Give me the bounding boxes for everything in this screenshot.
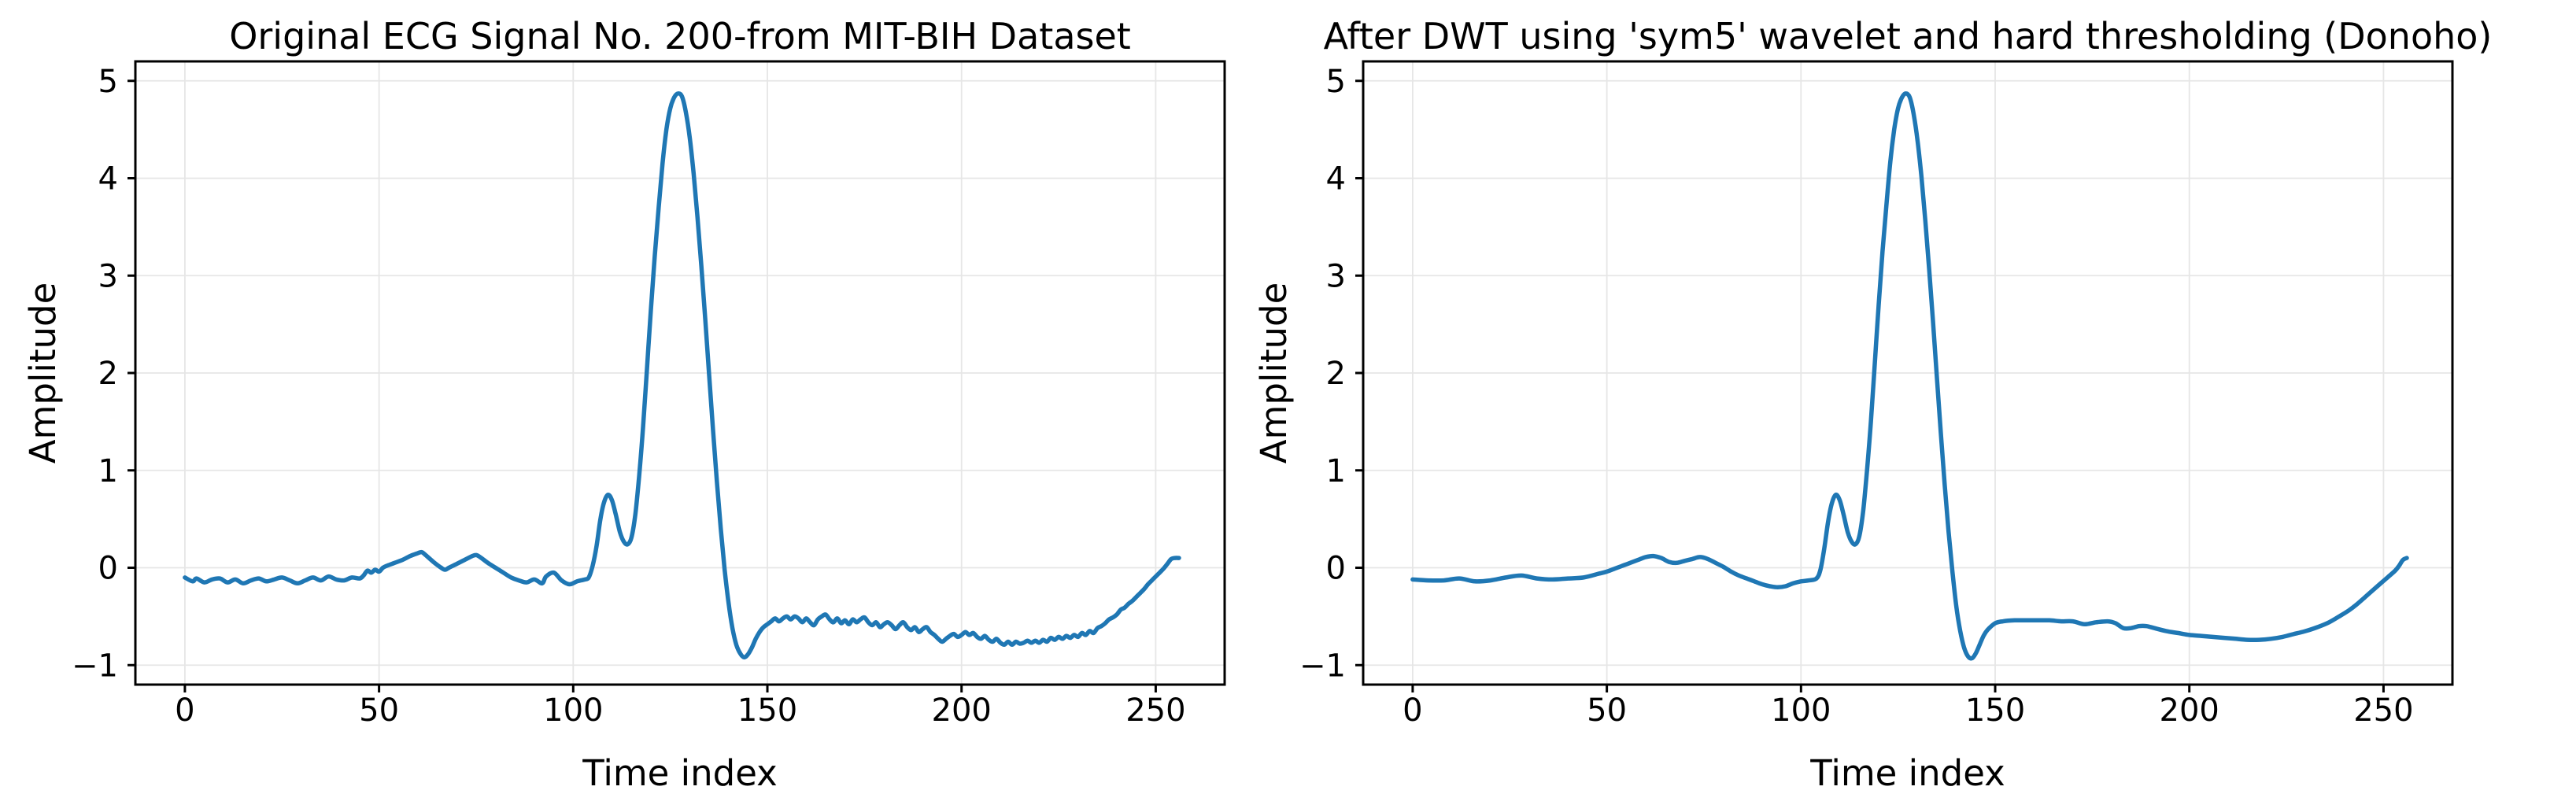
x-tick-label: 50: [359, 692, 399, 729]
x-tick-label: 150: [1965, 692, 2025, 729]
y-tick-label: 3: [1326, 258, 1346, 294]
y-tick-label: −1: [1299, 648, 1346, 684]
y-tick-label: 4: [1326, 161, 1346, 198]
left-xaxis-label: Time index: [582, 752, 778, 794]
left-yaxis-label: Amplitude: [22, 282, 64, 464]
y-tick-label: −1: [72, 648, 118, 684]
y-tick-label: 5: [1326, 64, 1346, 100]
y-tick-label: 0: [1326, 551, 1346, 587]
y-tick-label: 3: [98, 258, 118, 294]
right-xaxis-label: Time index: [1809, 752, 2005, 794]
y-tick-label: 2: [98, 356, 118, 392]
y-tick-label: 2: [1326, 356, 1346, 392]
left-plot-title: Original ECG Signal No. 200-from MIT-BIH…: [229, 15, 1131, 57]
subplot-left: 0 50 100 150 200 250 −1 0 1 2 3 4 5: [72, 60, 1226, 729]
denoised-ecg-line: [1410, 91, 2409, 661]
original-ecg-line: [183, 90, 1181, 660]
x-tick-label: 200: [932, 692, 992, 729]
x-tick-label: 50: [1587, 692, 1627, 729]
x-tick-label: 0: [175, 692, 194, 729]
x-tick-label: 250: [1125, 692, 1185, 729]
y-tick-label: 5: [98, 64, 118, 100]
right-yaxis-label: Amplitude: [1253, 282, 1295, 464]
x-tick-label: 0: [1403, 692, 1422, 729]
x-tick-label: 100: [1771, 692, 1831, 729]
right-plot-title: After DWT using 'sym5' wavelet and hard …: [1324, 15, 2493, 57]
y-tick-label: 4: [98, 161, 118, 198]
x-tick-label: 200: [2160, 692, 2219, 729]
x-tick-label: 250: [2353, 692, 2413, 729]
y-tick-label: 1: [1326, 453, 1346, 489]
y-tick-label: 0: [98, 551, 118, 587]
y-tick-label: 1: [98, 453, 118, 489]
x-tick-label: 150: [737, 692, 797, 729]
subplot-right: 0 50 100 150 200 250 −1 0 1 2 3 4 5: [1299, 60, 2454, 729]
x-tick-label: 100: [543, 692, 603, 729]
